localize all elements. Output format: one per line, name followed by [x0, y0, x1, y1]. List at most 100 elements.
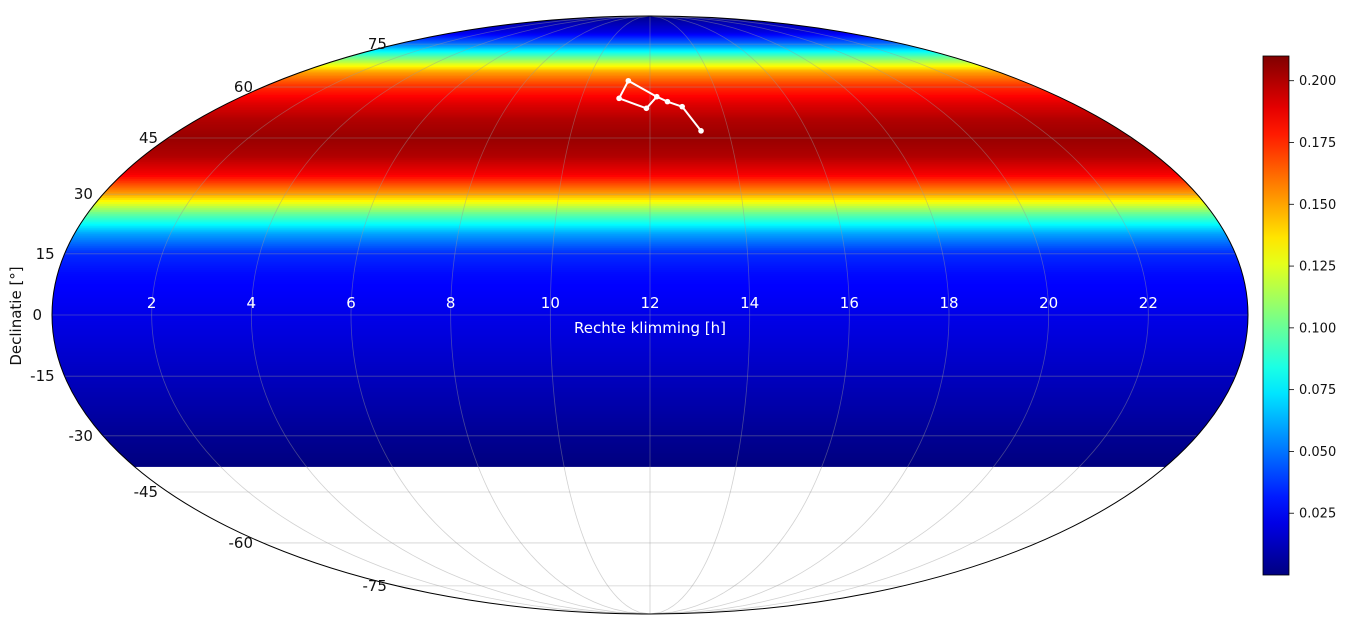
- heat-band: [52, 111, 1248, 115]
- heat-band: [52, 418, 1248, 421]
- heat-band: [52, 402, 1248, 405]
- heat-band: [52, 73, 1248, 76]
- ra-tick-layer: 22 20 18 16 14 12 10 8 6 4 2: [147, 294, 1158, 312]
- heat-band: [52, 456, 1248, 460]
- heat-band: [52, 31, 1248, 33]
- heat-band: [52, 223, 1248, 227]
- constellation-line: [618, 97, 647, 110]
- heat-band: [52, 96, 1248, 99]
- heat-band: [52, 439, 1248, 443]
- heat-band: [52, 118, 1248, 121]
- constellation-star: [616, 95, 622, 102]
- heat-band: [52, 152, 1248, 155]
- colorbar-fill: [1262, 55, 1290, 576]
- heat-band: [52, 351, 1248, 355]
- heat-band: [52, 171, 1248, 174]
- heat-band: [52, 265, 1248, 269]
- heat-band: [52, 136, 1248, 139]
- heat-band: [52, 288, 1248, 292]
- heat-band: [52, 292, 1248, 296]
- y-axis-label: Declinatie [°]: [7, 266, 25, 365]
- heat-band: [52, 424, 1248, 427]
- colorbar-tick-label: 0.125: [1299, 260, 1336, 275]
- heat-band: [52, 353, 1248, 357]
- heat-band: [52, 386, 1248, 389]
- heat-band: [52, 325, 1248, 328]
- heat-band: [52, 219, 1248, 223]
- heat-band: [52, 364, 1248, 367]
- heat-band: [52, 382, 1248, 385]
- heat-band: [52, 35, 1248, 38]
- heat-band: [52, 61, 1248, 64]
- heat-band: [52, 243, 1248, 247]
- dec-tick-label: -75: [362, 577, 387, 595]
- heat-band: [52, 33, 1248, 36]
- ra-tick-label: 10: [541, 294, 560, 312]
- heat-band: [52, 190, 1248, 193]
- heat-band: [52, 390, 1248, 393]
- dec-tick-label: -60: [229, 534, 254, 552]
- heat-band: [52, 437, 1248, 441]
- map-outline: [51, 15, 1249, 615]
- heat-band: [52, 453, 1248, 456]
- heat-band: [52, 137, 1248, 141]
- heat-band: [52, 312, 1248, 316]
- heat-band: [52, 231, 1248, 235]
- heat-band: [52, 88, 1248, 91]
- heat-band: [52, 378, 1248, 381]
- heat-band: [52, 17, 1248, 20]
- heat-band: [52, 130, 1248, 134]
- heat-band: [52, 98, 1248, 101]
- constellation-line: [618, 80, 630, 99]
- heat-band: [52, 41, 1248, 44]
- heat-band: [52, 147, 1248, 150]
- heat-band: [52, 374, 1248, 377]
- heat-band: [52, 44, 1248, 46]
- heat-band: [52, 127, 1248, 130]
- heat-band: [52, 159, 1248, 163]
- heat-band: [52, 317, 1248, 320]
- heat-band: [52, 163, 1248, 167]
- heat-band: [52, 51, 1248, 54]
- heat-band: [52, 184, 1248, 188]
- heat-band: [52, 431, 1248, 435]
- heat-band: [52, 42, 1248, 45]
- heat-band: [52, 229, 1248, 233]
- heat-band: [52, 280, 1248, 283]
- heat-band: [52, 263, 1248, 267]
- heat-band: [52, 362, 1248, 365]
- heat-band: [52, 93, 1248, 96]
- heat-band: [52, 462, 1248, 466]
- grid-meridian: [649, 16, 751, 614]
- heat-band: [52, 286, 1248, 289]
- heat-band: [52, 95, 1248, 98]
- heat-band: [52, 57, 1248, 60]
- heat-band: [52, 18, 1248, 20]
- heat-band: [52, 39, 1248, 41]
- dec-tick-label: 75: [368, 35, 387, 53]
- heat-band: [52, 308, 1248, 312]
- heat-band: [52, 154, 1248, 157]
- heat-band: [52, 165, 1248, 169]
- dec-tick-label: -15: [30, 367, 55, 385]
- heat-band: [52, 23, 1248, 25]
- heat-band: [52, 296, 1248, 300]
- heat-band: [52, 247, 1248, 251]
- heat-band: [52, 90, 1248, 93]
- colorbar-ticks: 0.025 0.050 0.075 0.100 0.125 0.150 0.175 0.200: [1289, 74, 1336, 522]
- heat-band: [52, 376, 1248, 379]
- heat-band: [52, 368, 1248, 371]
- constellation-star: [654, 93, 660, 100]
- colorbar-tick-label: 0.025: [1299, 507, 1336, 522]
- heat-band: [52, 337, 1248, 341]
- heat-band: [52, 394, 1248, 397]
- heat-band: [52, 132, 1248, 135]
- heat-band: [52, 388, 1248, 391]
- heat-band: [52, 68, 1248, 71]
- heat-band: [52, 192, 1248, 195]
- heat-band: [52, 302, 1248, 306]
- heat-band: [52, 447, 1248, 450]
- heat-band: [52, 443, 1248, 447]
- heat-band: [52, 110, 1248, 113]
- heat-band: [52, 355, 1248, 359]
